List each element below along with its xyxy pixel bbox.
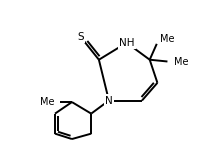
Text: Me: Me [174,57,188,67]
Text: S: S [77,32,84,42]
Text: N: N [105,95,113,105]
Text: NH: NH [119,38,134,48]
Text: Me: Me [40,97,54,107]
Text: Me: Me [160,34,174,44]
